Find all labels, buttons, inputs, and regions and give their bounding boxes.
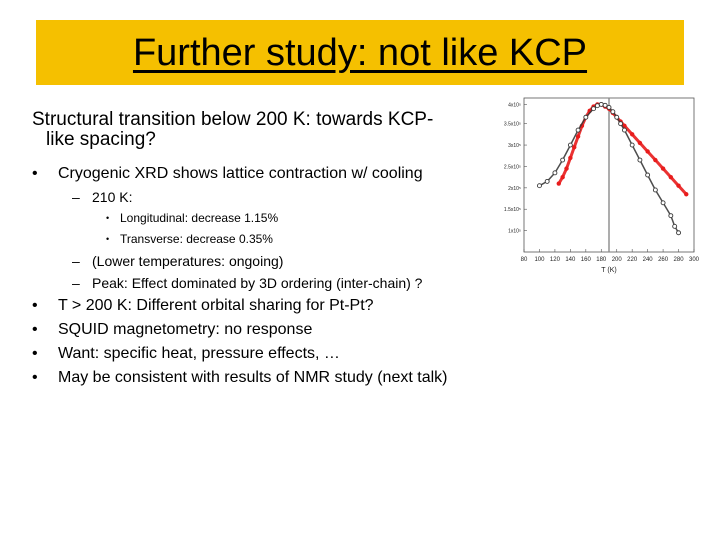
x-tick-label: 280 <box>674 257 685 263</box>
data-point-black <box>544 178 550 184</box>
sub-sub-bullet-transverse: • Transverse: decrease 0.35% <box>32 229 532 250</box>
bullet-orbital: • T > 200 K: Different orbital sharing f… <box>32 294 532 318</box>
y-tick-label: 4x10⁵ <box>508 102 521 108</box>
bullet-want: • Want: specific heat, pressure effects,… <box>32 342 532 366</box>
chart-svg: 80 100 120 140 160 180 200 220 240 260 280 300 1x10⁵… <box>504 97 700 274</box>
data-point-black <box>552 170 558 176</box>
sub-bullet-210k: – 210 K: <box>32 186 532 208</box>
data-point-black <box>614 114 620 120</box>
x-tick-label: 160 <box>581 257 592 263</box>
data-point-black <box>652 187 658 193</box>
y-tick-label: 2.5x10⁵ <box>504 164 521 170</box>
slide-body: Structural transition below 200 K: towar… <box>32 110 532 390</box>
x-tick-label: 220 <box>627 257 638 263</box>
bullet-orbital-text: T > 200 K: Different orbital sharing for… <box>58 297 374 314</box>
dash-marker: – <box>72 189 80 205</box>
x-tick-label: 80 <box>521 257 528 263</box>
x-tick-label: 300 <box>689 257 700 263</box>
data-point-black <box>591 106 596 112</box>
data-point-black <box>637 157 643 163</box>
peak-text: Peak: Effect dominated by 3D ordering (i… <box>92 275 423 291</box>
data-point-black <box>583 114 589 120</box>
data-point-black <box>602 102 608 108</box>
x-axis-label: T (K) <box>601 267 616 274</box>
transverse-text: Transverse: decrease 0.35% <box>120 232 273 246</box>
data-point-red <box>560 174 565 180</box>
data-point-black <box>618 121 624 127</box>
y-tick-label: 1.5x10⁵ <box>504 207 521 213</box>
sub-bullet-peak: – Peak: Effect dominated by 3D ordering … <box>32 272 532 294</box>
data-point-red <box>572 144 577 150</box>
x-tick-label: 260 <box>658 257 669 263</box>
bullet-xrd: • Cryogenic XRD shows lattice contractio… <box>32 162 532 186</box>
data-point-black <box>560 157 566 163</box>
x-tick-label: 100 <box>534 257 545 263</box>
bullet-marker: • <box>32 345 38 362</box>
data-point-black <box>645 172 651 178</box>
data-point-red <box>676 183 681 188</box>
x-tick-label: 200 <box>612 257 623 263</box>
data-point-black <box>610 109 616 115</box>
title-band: Further study: not like KCP <box>36 20 684 85</box>
bullet-nmr: • May be consistent with results of NMR … <box>32 366 532 390</box>
bullet-marker: • <box>32 369 38 386</box>
y-tick-label: 3.5x10⁵ <box>504 122 521 128</box>
temperature-chart: 80 100 120 140 160 180 200 220 240 260 280 300 1x10⁵… <box>470 92 702 280</box>
data-point-red <box>556 181 561 186</box>
series-line <box>557 102 688 196</box>
data-point-black <box>668 213 674 219</box>
sub-sub-bullet-longitudinal: • Longitudinal: decrease 1.15% <box>32 208 532 229</box>
data-point-red <box>575 134 581 139</box>
slide-title: Further study: not like KCP <box>132 32 588 74</box>
dash-marker: – <box>72 253 80 269</box>
bullet-squid-text: SQUID magnetometry: no response <box>58 321 313 338</box>
bullet-xrd-text: Cryogenic XRD shows lattice contraction … <box>58 165 423 182</box>
data-point-red <box>684 192 689 197</box>
bullet-marker: • <box>106 234 110 244</box>
data-point-red <box>637 140 643 146</box>
bullet-marker: • <box>32 165 38 182</box>
data-point-red <box>645 149 650 154</box>
lower-temps-text: (Lower temperatures: ongoing) <box>92 253 284 269</box>
lead-paragraph: Structural transition below 200 K: towar… <box>32 110 532 150</box>
y-tick-label: 3x10⁵ <box>508 143 521 149</box>
x-tick-label: 180 <box>596 257 607 263</box>
data-point-red <box>568 155 573 161</box>
data-point-red <box>668 174 674 180</box>
data-point-red <box>653 157 658 163</box>
bullet-marker: • <box>32 297 38 314</box>
longitudinal-text: Longitudinal: decrease 1.15% <box>120 211 279 225</box>
sub-bullet-210k-text: 210 K: <box>92 189 133 205</box>
x-tick-label: 120 <box>550 257 561 263</box>
data-point-black <box>629 142 635 148</box>
data-point-black <box>575 127 581 133</box>
data-point-black <box>594 103 600 109</box>
lead-line-2: like spacing? <box>46 129 156 150</box>
y-tick-label: 1x10⁵ <box>508 229 521 235</box>
bullet-nmr-text: May be consistent with results of NMR st… <box>58 369 448 386</box>
data-point-black <box>672 223 678 229</box>
data-point-black <box>660 200 666 206</box>
dash-marker: – <box>72 275 80 291</box>
data-point-black <box>537 183 542 189</box>
x-tick-label: 240 <box>643 257 654 263</box>
y-tick-label: 2x10⁵ <box>508 186 521 192</box>
data-point-red <box>660 166 666 171</box>
sub-bullet-lower-temps: – (Lower temperatures: ongoing) <box>32 250 532 272</box>
lead-line-1: Structural transition below 200 K: towar… <box>32 109 434 130</box>
data-point-black <box>676 230 681 236</box>
data-point-red <box>564 166 569 171</box>
bullet-marker: • <box>32 321 38 338</box>
data-point-black <box>567 142 573 148</box>
data-point-black <box>598 101 604 107</box>
bullet-squid: • SQUID magnetometry: no response <box>32 318 532 342</box>
data-point-red <box>629 132 635 137</box>
bullet-marker: • <box>106 213 110 223</box>
bullet-want-text: Want: specific heat, pressure effects, … <box>58 345 340 362</box>
x-tick-label: 140 <box>565 257 576 263</box>
series-line <box>539 103 680 234</box>
data-point-black <box>622 127 627 133</box>
data-point-black <box>606 104 612 110</box>
